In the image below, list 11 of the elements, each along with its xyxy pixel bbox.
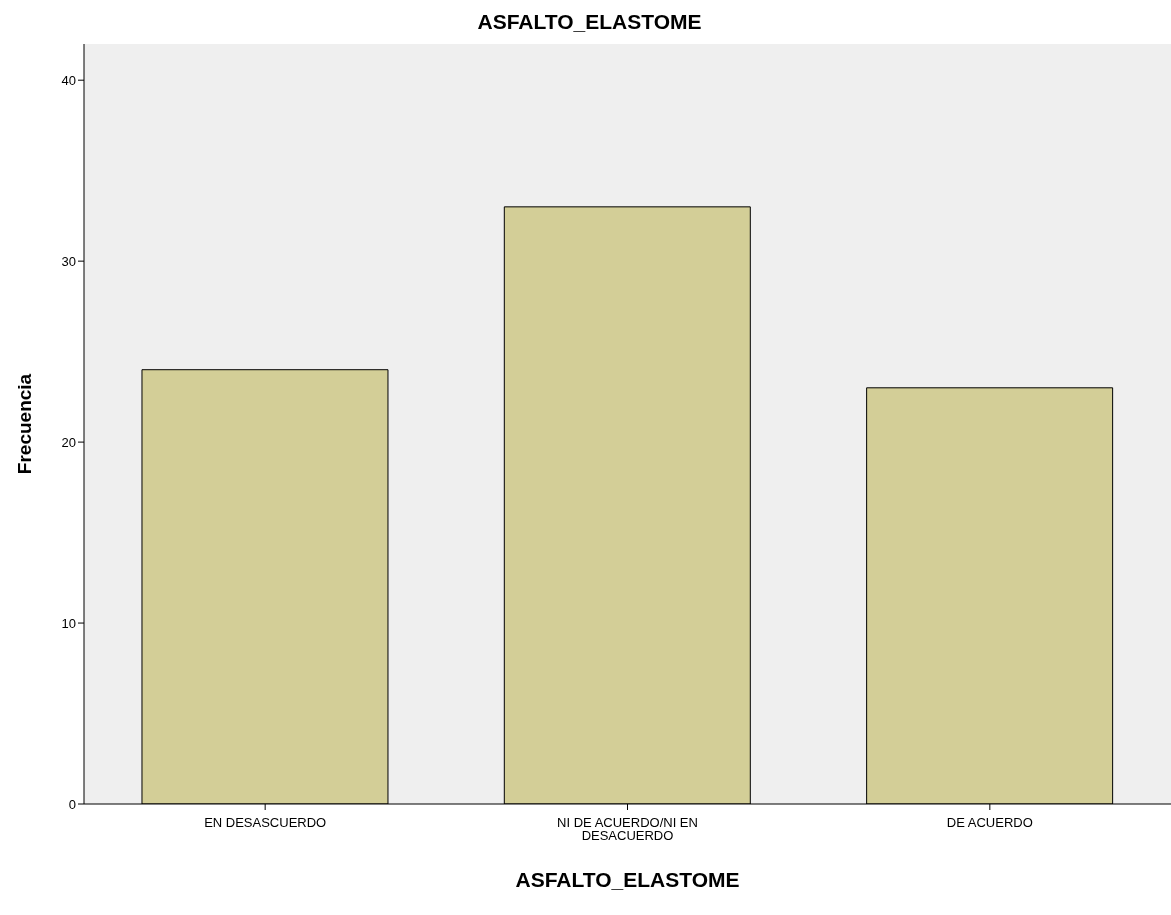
chart-title: ASFALTO_ELASTOME — [476, 9, 703, 35]
y-tick-label: 40 — [61, 72, 76, 88]
x-tick-label: NI DE ACUERDO/NI EN DESACUERDO — [557, 815, 698, 843]
y-tick-label: 0 — [68, 796, 76, 812]
x-axis-title: ASFALTO_ELASTOME — [514, 868, 741, 892]
y-tick-label: 10 — [61, 615, 76, 631]
x-tick-label: DE ACUERDO — [946, 815, 1033, 830]
y-tick-label: 30 — [61, 253, 76, 269]
y-tick-label: 20 — [61, 434, 76, 450]
x-tick-label: EN DESASCUERDO — [204, 815, 327, 830]
y-axis-title: Frecuencia — [13, 373, 35, 475]
